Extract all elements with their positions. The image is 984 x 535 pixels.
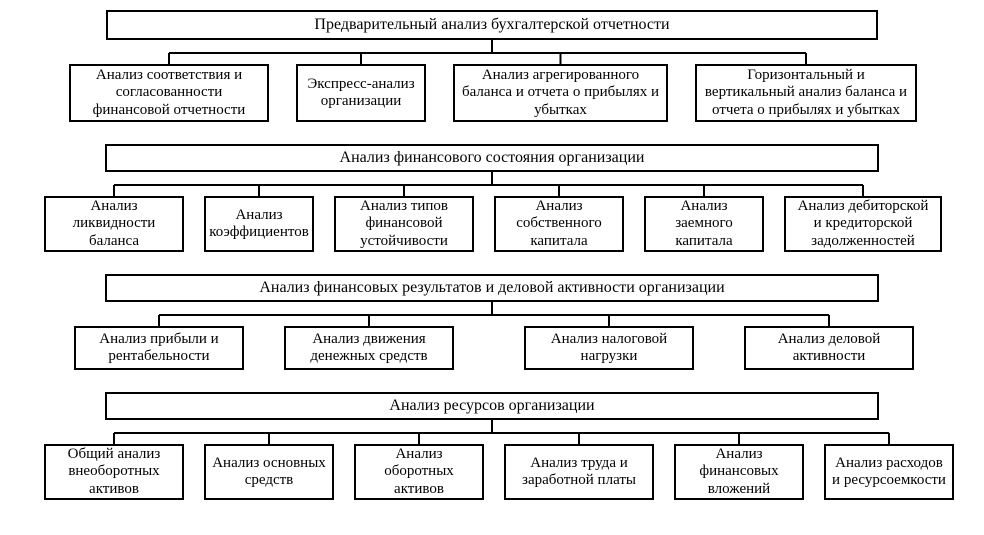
node-c3c-label: Анализ налоговой нагрузки: [532, 331, 686, 366]
node-c4c-label: Анализ оборотных активов: [362, 446, 476, 498]
node-c4f: Анализ расходов и ресурсоемкости: [824, 444, 954, 500]
diagram-canvas: Предварительный анализ бухгалтерской отч…: [0, 0, 984, 535]
node-c2c-label: Анализ типов финансовой устойчивости: [342, 198, 466, 250]
node-c3a-label: Анализ прибыли и рентабельности: [82, 331, 236, 366]
node-c1d-label: Горизонтальный и вертикальный анализ бал…: [703, 67, 909, 119]
node-c4e-label: Анализ финансовых вложений: [682, 446, 796, 498]
node-c4f-label: Анализ расходов и ресурсоемкости: [832, 455, 946, 490]
node-c1b-label: Экспресс-анализ организации: [304, 76, 418, 111]
node-c1c-label: Анализ агрегированного баланса и отчета …: [461, 67, 660, 119]
node-c4d-label: Анализ труда и заработной платы: [512, 455, 646, 490]
node-c3d: Анализ деловой активности: [744, 326, 914, 370]
node-c4a: Общий анализ внеоборотных активов: [44, 444, 184, 500]
node-c1a: Анализ соответствия и согласованности фи…: [69, 64, 269, 122]
section-header-4-label: Анализ ресурсов организации: [389, 397, 594, 415]
node-c4a-label: Общий анализ внеоборотных активов: [52, 446, 176, 498]
node-c2f: Анализ дебиторской и кредиторской задолж…: [784, 196, 942, 252]
node-c2a-label: Анализ ликвидности баланса: [52, 198, 176, 250]
section-header-2: Анализ финансового состояния организации: [105, 144, 879, 172]
node-c2b: Анализ коэффициентов: [204, 196, 314, 252]
section-header-1-label: Предварительный анализ бухгалтерской отч…: [314, 16, 669, 34]
section-header-3-label: Анализ финансовых результатов и деловой …: [259, 279, 724, 297]
node-c3b-label: Анализ движения денежных средств: [292, 331, 446, 366]
node-c4d: Анализ труда и заработной платы: [504, 444, 654, 500]
node-c2b-label: Анализ коэффициентов: [209, 207, 309, 242]
section-header-4: Анализ ресурсов организации: [105, 392, 879, 420]
node-c2f-label: Анализ дебиторской и кредиторской задолж…: [792, 198, 934, 250]
node-c4b: Анализ основных средств: [204, 444, 334, 500]
node-c2e-label: Анализ заемного капитала: [652, 198, 756, 250]
node-c1b: Экспресс-анализ организации: [296, 64, 426, 122]
node-c2d: Анализ собственного капитала: [494, 196, 624, 252]
node-c2a: Анализ ликвидности баланса: [44, 196, 184, 252]
node-c2c: Анализ типов финансовой устойчивости: [334, 196, 474, 252]
node-c4c: Анализ оборотных активов: [354, 444, 484, 500]
node-c4e: Анализ финансовых вложений: [674, 444, 804, 500]
node-c1c: Анализ агрегированного баланса и отчета …: [453, 64, 668, 122]
section-header-1: Предварительный анализ бухгалтерской отч…: [106, 10, 878, 40]
section-header-2-label: Анализ финансового состояния организации: [340, 149, 645, 167]
node-c2e: Анализ заемного капитала: [644, 196, 764, 252]
node-c3d-label: Анализ деловой активности: [752, 331, 906, 366]
node-c1a-label: Анализ соответствия и согласованности фи…: [77, 67, 261, 119]
node-c3a: Анализ прибыли и рентабельности: [74, 326, 244, 370]
node-c3b: Анализ движения денежных средств: [284, 326, 454, 370]
section-header-3: Анализ финансовых результатов и деловой …: [105, 274, 879, 302]
node-c1d: Горизонтальный и вертикальный анализ бал…: [695, 64, 917, 122]
node-c4b-label: Анализ основных средств: [212, 455, 326, 490]
node-c3c: Анализ налоговой нагрузки: [524, 326, 694, 370]
node-c2d-label: Анализ собственного капитала: [502, 198, 616, 250]
